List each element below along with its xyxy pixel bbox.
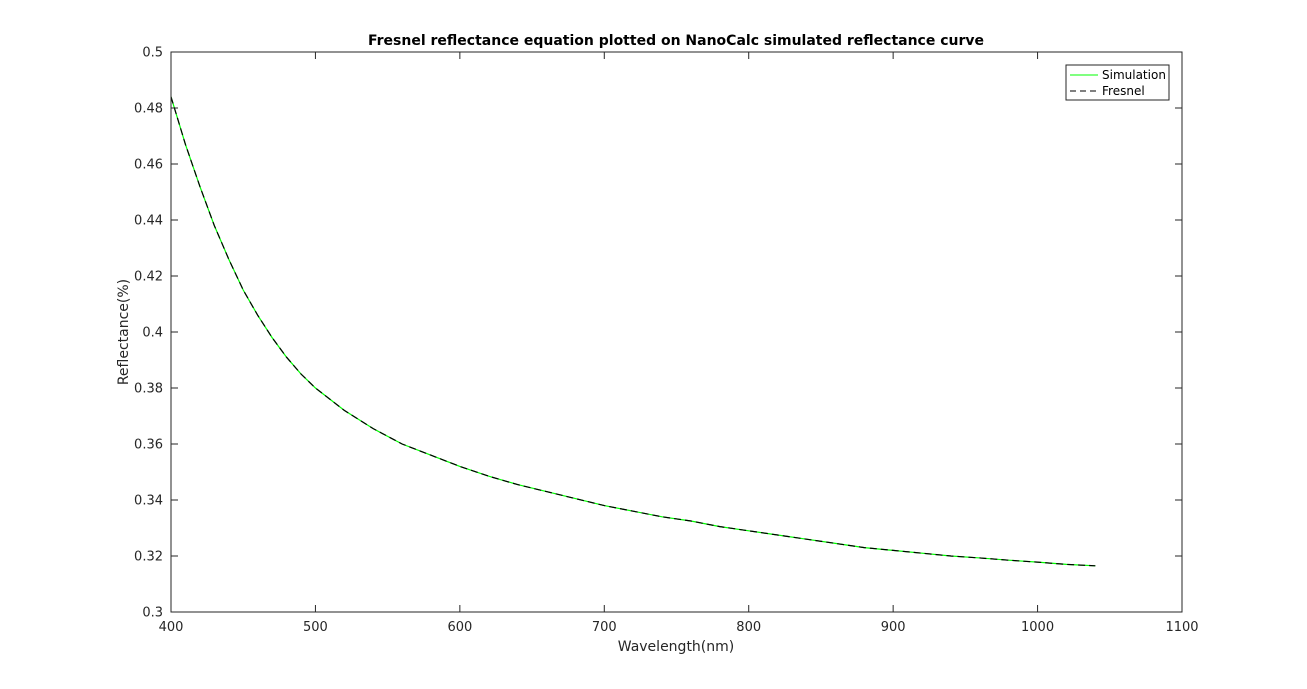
x-axis-label: Wavelength(nm) <box>618 639 734 655</box>
x-tick-labels: 400 500 600 700 800 900 1000 1100 <box>159 620 1199 635</box>
x-tick-label: 1000 <box>1021 620 1054 635</box>
y-tick-label: 0.4 <box>142 326 163 341</box>
chart-title: Fresnel reflectance equation plotted on … <box>368 33 984 49</box>
axes-layer <box>170 51 1183 613</box>
x-tick-label: 1100 <box>1165 620 1198 635</box>
x-tick-label: 700 <box>592 620 617 635</box>
y-tick-labels: 0.3 0.32 0.34 0.36 0.38 0.4 0.42 0.44 0.46 0.48 0.… <box>134 46 163 621</box>
legend: Simulation Fresnel <box>1065 64 1170 101</box>
x-tick-label: 400 <box>159 620 184 635</box>
legend-box <box>1065 64 1170 101</box>
y-tick-label: 0.46 <box>134 158 163 173</box>
series-line-fresnel <box>170 96 1096 567</box>
y-tick-label: 0.48 <box>134 102 163 117</box>
y-tick-label: 0.44 <box>134 214 163 229</box>
y-tick-label: 0.38 <box>134 382 163 397</box>
x-tick-label: 600 <box>447 620 472 635</box>
legend-label-fresnel: Fresnel <box>1102 84 1145 98</box>
x-tick-label: 500 <box>303 620 328 635</box>
y-tick-label: 0.34 <box>134 494 163 509</box>
legend-label-simulation: Simulation <box>1102 68 1166 82</box>
plot-area <box>171 52 1182 612</box>
x-tick-label: 900 <box>881 620 906 635</box>
y-tick-label: 0.42 <box>134 270 163 285</box>
y-tick-label: 0.36 <box>134 438 163 453</box>
x-tick-label: 800 <box>736 620 761 635</box>
y-axis-label: Reflectance(%) <box>116 279 132 385</box>
y-tick-label: 0.3 <box>142 606 163 621</box>
y-tick-label: 0.32 <box>134 550 163 565</box>
series-layer <box>170 96 1096 567</box>
y-tick-label: 0.5 <box>142 46 163 61</box>
